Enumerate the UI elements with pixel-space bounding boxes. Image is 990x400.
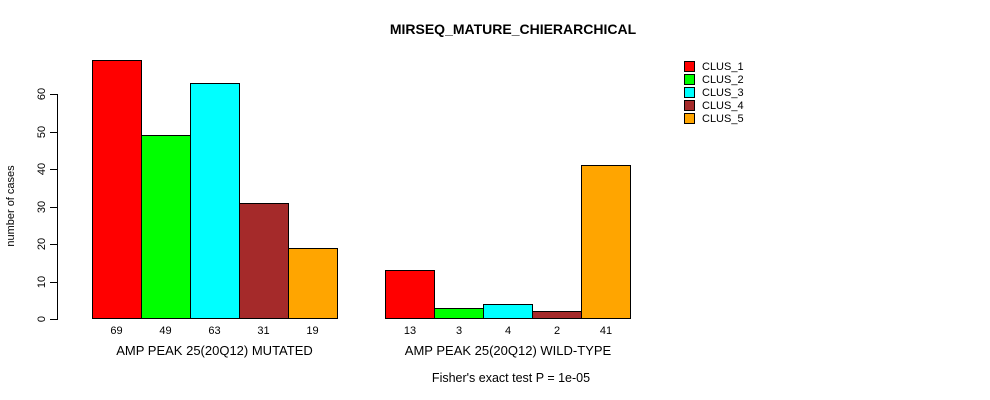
legend-swatch-icon [684, 100, 695, 111]
bar-clus_2-group1 [140, 135, 191, 319]
y-axis-tick [50, 169, 57, 170]
bar-value-label: 4 [504, 325, 512, 337]
bar-clus_4-group2 [532, 311, 582, 319]
bar-value-label: 41 [599, 325, 613, 337]
legend-label: CLUS_5 [702, 112, 744, 125]
y-tick-label: 50 [36, 125, 48, 138]
legend-label: CLUS_4 [702, 99, 744, 112]
legend-item-clus_3: CLUS_3 [684, 86, 744, 99]
y-tick-label: 40 [36, 162, 48, 176]
legend-item-clus_1: CLUS_1 [684, 60, 744, 73]
y-axis-tick [50, 319, 57, 320]
bar-value-label: 31 [257, 325, 270, 337]
y-axis-tick [50, 244, 57, 245]
bar-value-label: 49 [159, 325, 172, 337]
bar-value-label: 13 [403, 325, 417, 337]
y-tick-label: 10 [36, 275, 48, 288]
bar-clus_1-group1 [91, 60, 142, 319]
bar-value-label: 3 [455, 325, 463, 337]
y-tick-label: 60 [36, 87, 48, 101]
bar-value-label: 69 [110, 325, 123, 337]
bar-clus_3-group1 [189, 83, 240, 319]
y-tick-label: 20 [36, 237, 48, 251]
bar-clus_4-group1 [238, 203, 289, 319]
x-axis-category-label: AMP PEAK 25(20Q12) MUTATED [116, 343, 313, 358]
y-tick-label: 30 [36, 200, 48, 213]
legend-label: CLUS_2 [702, 73, 744, 86]
bar-value-label: 63 [208, 325, 221, 337]
bar-value-label: 19 [306, 325, 319, 337]
legend-item-clus_4: CLUS_4 [684, 99, 744, 112]
chart-title: MIRSEQ_MATURE_CHIERARCHICAL [389, 21, 637, 37]
y-axis-tick [50, 131, 57, 133]
bar-value-label: 2 [553, 325, 561, 337]
y-axis-tick [50, 94, 57, 95]
legend-label: CLUS_3 [702, 86, 744, 99]
legend-swatch-icon [684, 61, 695, 72]
legend-item-clus_5: CLUS_5 [684, 112, 744, 125]
bar-clus_2-group2 [434, 308, 484, 319]
fisher-test-annotation: Fisher's exact test P = 1e-05 [431, 371, 591, 385]
legend-label: CLUS_1 [702, 60, 744, 73]
legend-swatch-icon [684, 74, 695, 85]
legend-item-clus_2: CLUS_2 [684, 73, 744, 86]
legend-swatch-icon [684, 113, 695, 124]
bar-clus_3-group2 [483, 304, 533, 319]
legend-swatch-icon [684, 87, 695, 98]
bar-clus_5-group1 [287, 248, 338, 319]
legend: CLUS_1 CLUS_2 CLUS_3 CLUS_4 CLUS_5 [684, 61, 744, 126]
x-axis-category-label: AMP PEAK 25(20Q12) WILD-TYPE [404, 343, 612, 358]
y-axis-tick [50, 206, 57, 208]
bar-clus_1-group2 [385, 270, 435, 319]
y-axis-tick [50, 281, 57, 283]
y-axis-line [57, 94, 58, 320]
y-tick-label: 0 [36, 315, 48, 323]
bar-clus_5-group2 [581, 165, 631, 319]
